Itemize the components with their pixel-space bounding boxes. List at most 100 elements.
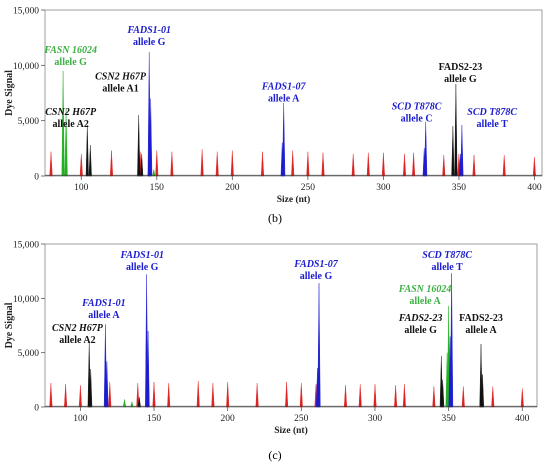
annotation-marker: FADS1-01	[119, 250, 164, 261]
annotation-marker: FADS1-07	[293, 259, 339, 270]
plot-frame	[44, 243, 538, 408]
annotation-marker: FASN 16024	[398, 284, 452, 295]
y-tick-label: 10,000	[13, 62, 39, 72]
y-tick-label: 0	[34, 404, 39, 414]
peak-s3-7	[448, 336, 452, 408]
y-tick-label: 10,000	[13, 295, 39, 305]
peak-s0-18	[412, 152, 416, 177]
peak-s0-2	[78, 385, 82, 408]
annotation-allele: allele T	[432, 262, 464, 273]
peak-s2-2	[137, 115, 141, 177]
annotation-marker: SCD T878C	[422, 250, 472, 261]
annotation-allele: allele G	[126, 262, 159, 273]
annotation-allele: allele A2	[52, 119, 88, 130]
peak-s0-5	[155, 150, 159, 177]
annotation-marker: CSN2 H67P	[45, 107, 97, 118]
peak-s0-17	[394, 385, 398, 408]
annotation-marker: CSN2 H67P	[52, 323, 104, 334]
annotation-marker: FADS2-23	[398, 313, 443, 324]
x-tick-label: 200	[225, 183, 240, 193]
peak-s0-13	[321, 152, 325, 177]
annotation-allele: allele A1	[102, 84, 138, 95]
y-axis-label: Dye Signal	[4, 70, 15, 116]
peak-s1-3	[130, 401, 134, 408]
peak-s0-3	[109, 150, 114, 177]
annotation-allele: allele C	[401, 114, 433, 125]
annotation-marker: FADS1-07	[261, 82, 307, 93]
x-tick-label: 100	[73, 414, 88, 424]
panel-b-label: (b)	[268, 211, 282, 225]
peak-s3-5	[422, 148, 426, 177]
peak-s0-12	[299, 383, 303, 408]
peak-s0-21	[461, 386, 465, 408]
peak-s0-19	[442, 154, 446, 177]
annotation-marker: FADS2-23	[439, 62, 483, 73]
x-tick-label: 250	[294, 414, 309, 424]
x-tick-label: 250	[301, 183, 316, 193]
peak-s0-6	[170, 151, 174, 177]
peak-s0-16	[373, 384, 377, 408]
y-axis-label: Dye Signal	[4, 302, 15, 348]
peak-s0-9	[230, 150, 234, 177]
y-tick-label: 5,000	[18, 349, 40, 359]
peak-s3-3	[280, 142, 284, 177]
peak-s0-12	[306, 151, 310, 177]
annotation-marker: SCD T878C	[392, 102, 442, 113]
peak-s3-3	[146, 330, 150, 408]
annotation-allele: allele G	[404, 325, 437, 336]
peak-s0-18	[402, 384, 406, 408]
peak-s2-1	[88, 144, 92, 177]
peak-s0-10	[255, 383, 259, 408]
annotation-allele: allele G	[300, 271, 333, 282]
x-tick-label: 300	[376, 183, 391, 193]
peak-s0-23	[532, 157, 536, 177]
panel-c-label: (c)	[268, 448, 281, 462]
peak-s0-17	[402, 153, 407, 177]
peak-s2-5	[454, 84, 458, 177]
annotation-allele: allele G	[54, 57, 87, 68]
panel-b: 100 150 200 250 300 350 400 0 5,000 10,000 15,000 S…	[4, 7, 543, 225]
annotation-allele: allele G	[133, 37, 166, 48]
peak-s3-5	[315, 367, 320, 408]
peak-s3-1	[149, 98, 153, 177]
peak-s0-0	[49, 383, 53, 408]
peak-s0-0	[49, 151, 53, 177]
peak-s0-22	[502, 154, 506, 177]
peak-s0-10	[260, 151, 265, 177]
annotation-marker: FADS1-01	[126, 25, 171, 36]
peak-s0-15	[366, 152, 370, 177]
peak-s1-2	[122, 399, 127, 408]
peak-s1-1	[64, 109, 68, 177]
peak-s0-9	[226, 381, 230, 408]
annotation-marker: FADS2-23	[459, 313, 503, 324]
annotation-allele: allele A	[88, 310, 120, 321]
x-tick-label: 300	[368, 414, 383, 424]
annotation-marker: CSN2 H67P	[95, 72, 147, 83]
peak-s2-6	[137, 397, 141, 408]
x-tick-label: 200	[221, 414, 236, 424]
x-axis-label: Size (nt)	[277, 194, 311, 205]
peak-s0-14	[343, 385, 348, 408]
y-tick-label: 0	[34, 173, 39, 183]
peak-s1-2	[152, 169, 156, 177]
peak-s2-3	[441, 379, 445, 408]
peak-s0-23	[520, 388, 524, 408]
peak-s0-8	[211, 383, 215, 408]
annotation-marker: SCD T878C	[467, 107, 517, 118]
peak-s2-6	[451, 126, 455, 177]
annotation-marker: FASN 16024	[43, 45, 97, 56]
annotation-allele: allele A2	[59, 335, 95, 346]
peak-s0-19	[432, 386, 436, 408]
peak-s0-5	[152, 381, 156, 408]
peak-s0-1	[64, 384, 68, 408]
peak-s2-0	[85, 125, 89, 177]
peak-s1-0	[61, 70, 65, 177]
peak-s0-16	[381, 152, 385, 177]
x-tick-label: 150	[147, 414, 162, 424]
peak-s2-5	[480, 374, 485, 408]
annotation-allele: allele A	[268, 94, 300, 105]
peak-s2-3	[140, 153, 144, 177]
peak-s0-6	[167, 383, 171, 408]
peak-s0-22	[491, 386, 495, 408]
x-tick-label: 400	[527, 183, 542, 193]
